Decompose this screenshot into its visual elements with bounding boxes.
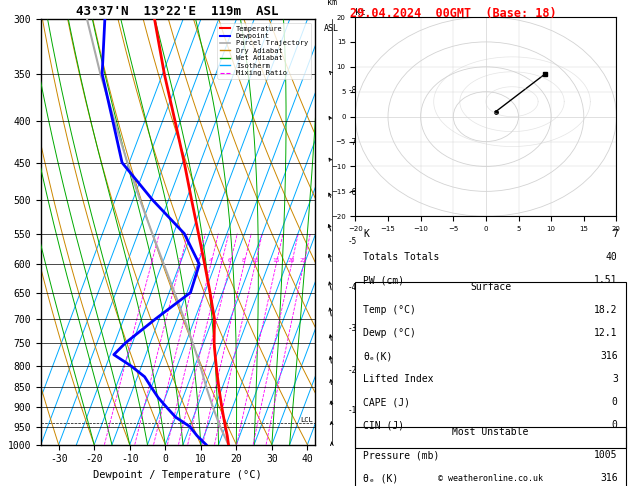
Text: Pressure (mb): Pressure (mb) bbox=[364, 451, 440, 460]
Text: LCL: LCL bbox=[300, 417, 313, 423]
Text: 3: 3 bbox=[612, 374, 618, 384]
Text: 6: 6 bbox=[228, 258, 231, 263]
Y-axis label: hPa: hPa bbox=[0, 223, 2, 242]
Text: -8: -8 bbox=[347, 86, 357, 95]
Text: 316: 316 bbox=[600, 351, 618, 361]
Text: 1005: 1005 bbox=[594, 451, 618, 460]
Text: CIN (J): CIN (J) bbox=[364, 420, 404, 430]
Text: 1: 1 bbox=[149, 258, 153, 263]
Text: -5: -5 bbox=[347, 237, 357, 246]
Text: -6: -6 bbox=[347, 188, 357, 197]
Text: PW (cm): PW (cm) bbox=[364, 275, 404, 285]
Text: 7: 7 bbox=[612, 229, 618, 239]
Text: Surface: Surface bbox=[470, 282, 511, 292]
Text: ASL: ASL bbox=[325, 24, 339, 33]
Text: 8: 8 bbox=[242, 258, 246, 263]
Bar bbox=[355, 427, 626, 486]
Text: 316: 316 bbox=[600, 473, 618, 484]
Text: θₑ(K): θₑ(K) bbox=[364, 351, 393, 361]
X-axis label: Dewpoint / Temperature (°C): Dewpoint / Temperature (°C) bbox=[93, 470, 262, 480]
Text: -2: -2 bbox=[347, 366, 357, 375]
Text: 18.2: 18.2 bbox=[594, 305, 618, 315]
Text: Lifted Index: Lifted Index bbox=[364, 374, 434, 384]
Legend: Temperature, Dewpoint, Parcel Trajectory, Dry Adiabat, Wet Adiabat, Isotherm, Mi: Temperature, Dewpoint, Parcel Trajectory… bbox=[217, 23, 311, 79]
Text: -1: -1 bbox=[347, 406, 357, 415]
Text: © weatheronline.co.uk: © weatheronline.co.uk bbox=[438, 474, 543, 484]
Text: 0: 0 bbox=[612, 397, 618, 407]
Text: 1.51: 1.51 bbox=[594, 275, 618, 285]
Title: 43°37'N  13°22'E  119m  ASL: 43°37'N 13°22'E 119m ASL bbox=[77, 5, 279, 18]
Text: kt: kt bbox=[355, 8, 366, 17]
Text: 20: 20 bbox=[287, 258, 295, 263]
Text: 40: 40 bbox=[606, 252, 618, 262]
Text: 10: 10 bbox=[252, 258, 259, 263]
Text: Temp (°C): Temp (°C) bbox=[364, 305, 416, 315]
Bar bbox=[355, 282, 626, 448]
Text: 2: 2 bbox=[178, 258, 182, 263]
Text: 29.04.2024  00GMT  (Base: 18): 29.04.2024 00GMT (Base: 18) bbox=[350, 7, 556, 20]
Text: K: K bbox=[364, 229, 369, 239]
Text: -7: -7 bbox=[347, 138, 357, 147]
Text: 4: 4 bbox=[209, 258, 213, 263]
Text: 5: 5 bbox=[220, 258, 223, 263]
Text: θₑ (K): θₑ (K) bbox=[364, 473, 399, 484]
Text: 0: 0 bbox=[612, 420, 618, 430]
Text: Most Unstable: Most Unstable bbox=[452, 427, 529, 437]
Text: Totals Totals: Totals Totals bbox=[364, 252, 440, 262]
Text: 12.1: 12.1 bbox=[594, 328, 618, 338]
Text: -4: -4 bbox=[347, 282, 357, 292]
Text: 25: 25 bbox=[300, 258, 308, 263]
Text: 15: 15 bbox=[272, 258, 280, 263]
Text: CAPE (J): CAPE (J) bbox=[364, 397, 411, 407]
Text: 3: 3 bbox=[196, 258, 199, 263]
Text: -3: -3 bbox=[347, 324, 357, 333]
Text: Dewp (°C): Dewp (°C) bbox=[364, 328, 416, 338]
Text: km: km bbox=[327, 0, 337, 7]
